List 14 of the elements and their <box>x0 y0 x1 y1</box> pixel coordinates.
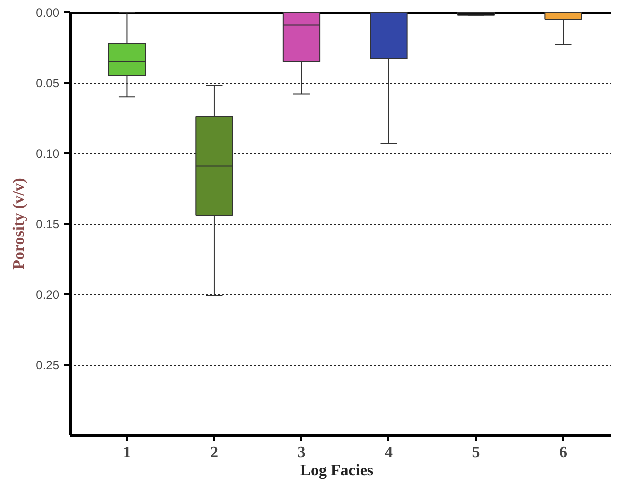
x-tick-label: 2 <box>210 444 218 462</box>
y-axis-title: Porosity (v/v) <box>11 178 28 270</box>
y-tick-label: 0.10 <box>36 147 60 161</box>
x-axis-title: Log Facies <box>300 462 374 480</box>
x-tick-label: 3 <box>298 444 306 462</box>
x-tick-label: 4 <box>384 444 393 462</box>
y-tick-label: 0.05 <box>36 76 60 90</box>
y-tick-label: 0.25 <box>36 358 60 372</box>
x-tick-label: 6 <box>560 444 568 462</box>
x-tick-label: 1 <box>123 444 132 462</box>
y-tick-label: 0.00 <box>36 6 60 20</box>
y-tick-label: 0.15 <box>36 218 60 232</box>
x-tick-label: 5 <box>472 444 480 462</box>
y-tick-label: 0.20 <box>36 288 60 302</box>
